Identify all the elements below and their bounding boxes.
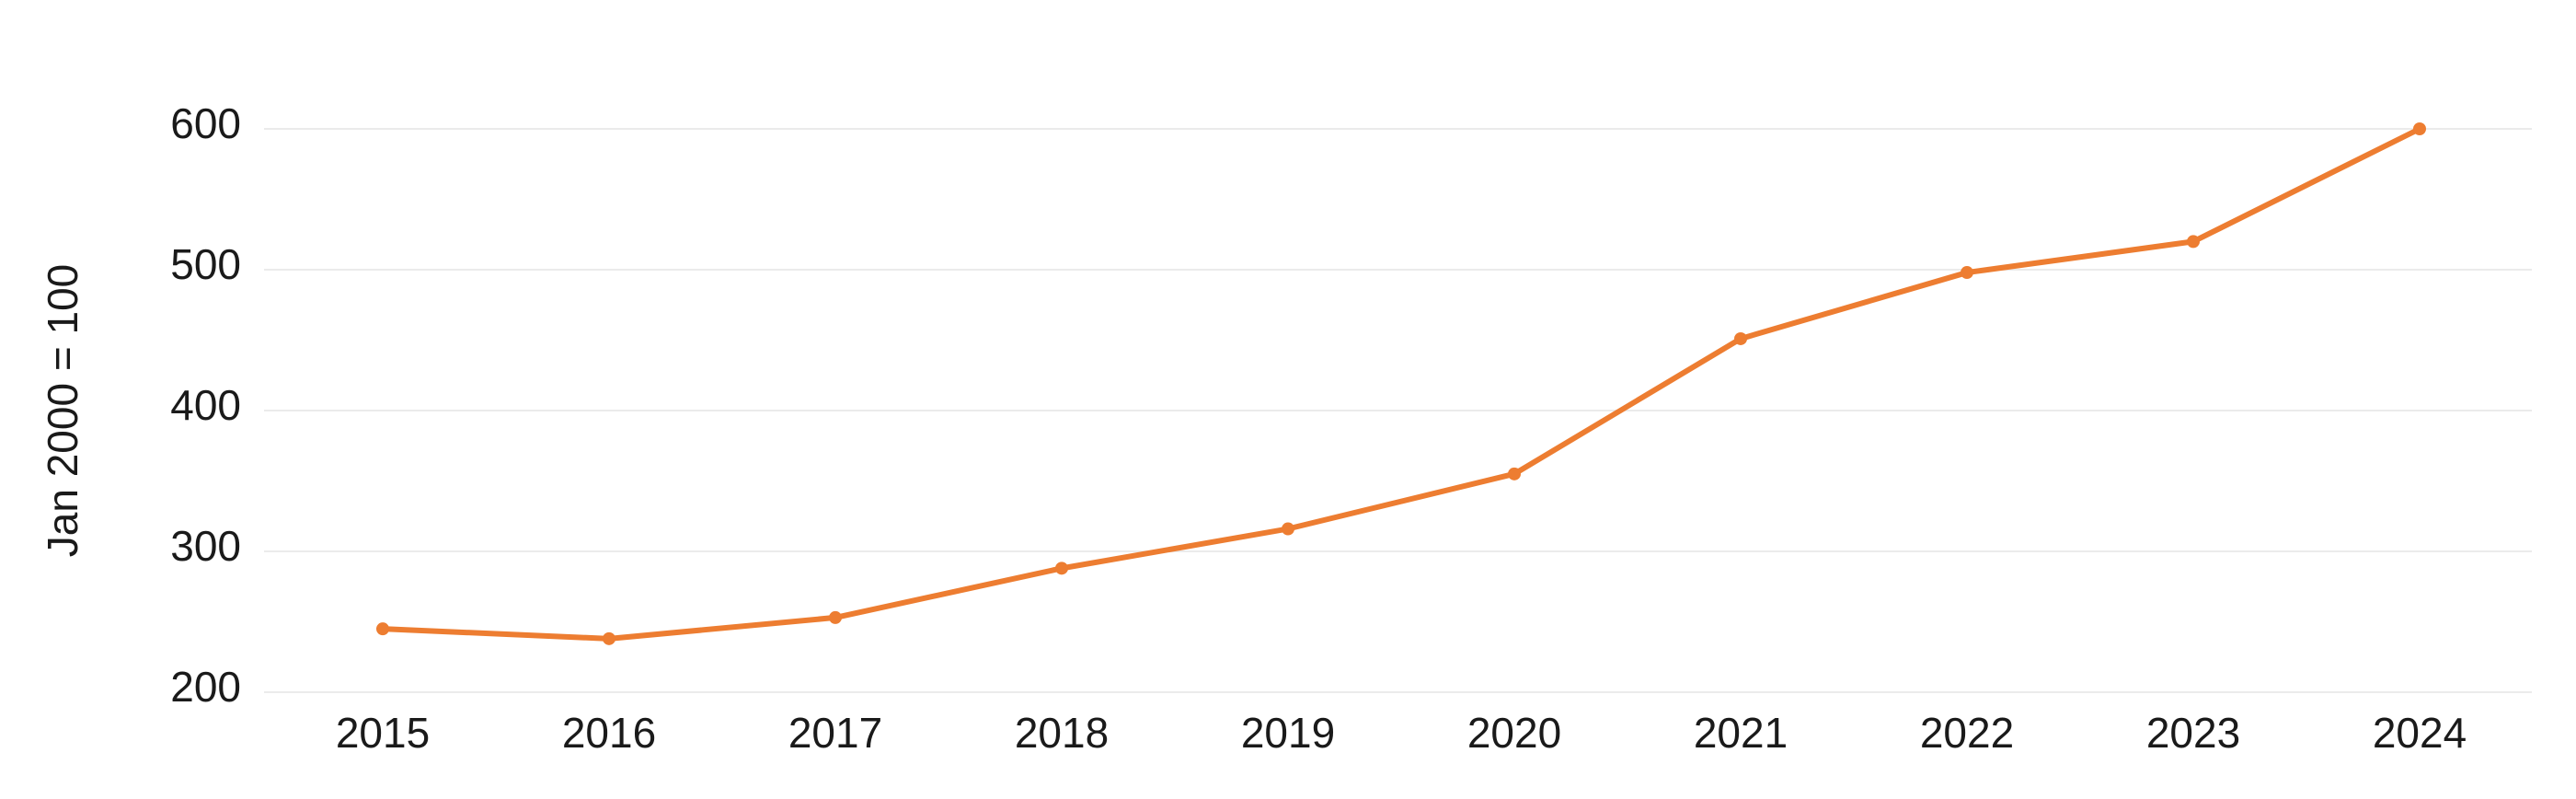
- point: [2187, 235, 2200, 249]
- y-tick-label: 500: [170, 240, 241, 288]
- x-tick-label: 2017: [788, 709, 882, 757]
- x-tick-label: 2024: [2373, 709, 2467, 757]
- point: [1508, 467, 1521, 481]
- y-tick-label: 600: [170, 99, 241, 147]
- y-tick-label: 400: [170, 381, 241, 429]
- point: [1734, 331, 1747, 345]
- point: [603, 631, 615, 645]
- x-tick-label: 2019: [1241, 709, 1335, 757]
- point: [2413, 122, 2426, 135]
- x-tick-label: 2023: [2146, 709, 2240, 757]
- y-tick-label: 200: [170, 663, 241, 711]
- point: [1055, 562, 1068, 575]
- point: [829, 610, 842, 624]
- x-tick-label: 2018: [1015, 709, 1109, 757]
- x-tick-label: 2021: [1694, 709, 1788, 757]
- point: [1961, 266, 1973, 280]
- x-tick-label: 2020: [1467, 709, 1561, 757]
- y-axis-label: Jan 2000 = 100: [39, 264, 86, 557]
- line: [382, 126, 2421, 642]
- x-tick-label: 2022: [1920, 709, 2014, 757]
- point: [1282, 522, 1294, 536]
- x-tick-label: 2016: [562, 709, 656, 757]
- x-tick-label: 2015: [336, 709, 430, 757]
- y-tick-label: 300: [170, 522, 241, 570]
- point: [376, 622, 389, 636]
